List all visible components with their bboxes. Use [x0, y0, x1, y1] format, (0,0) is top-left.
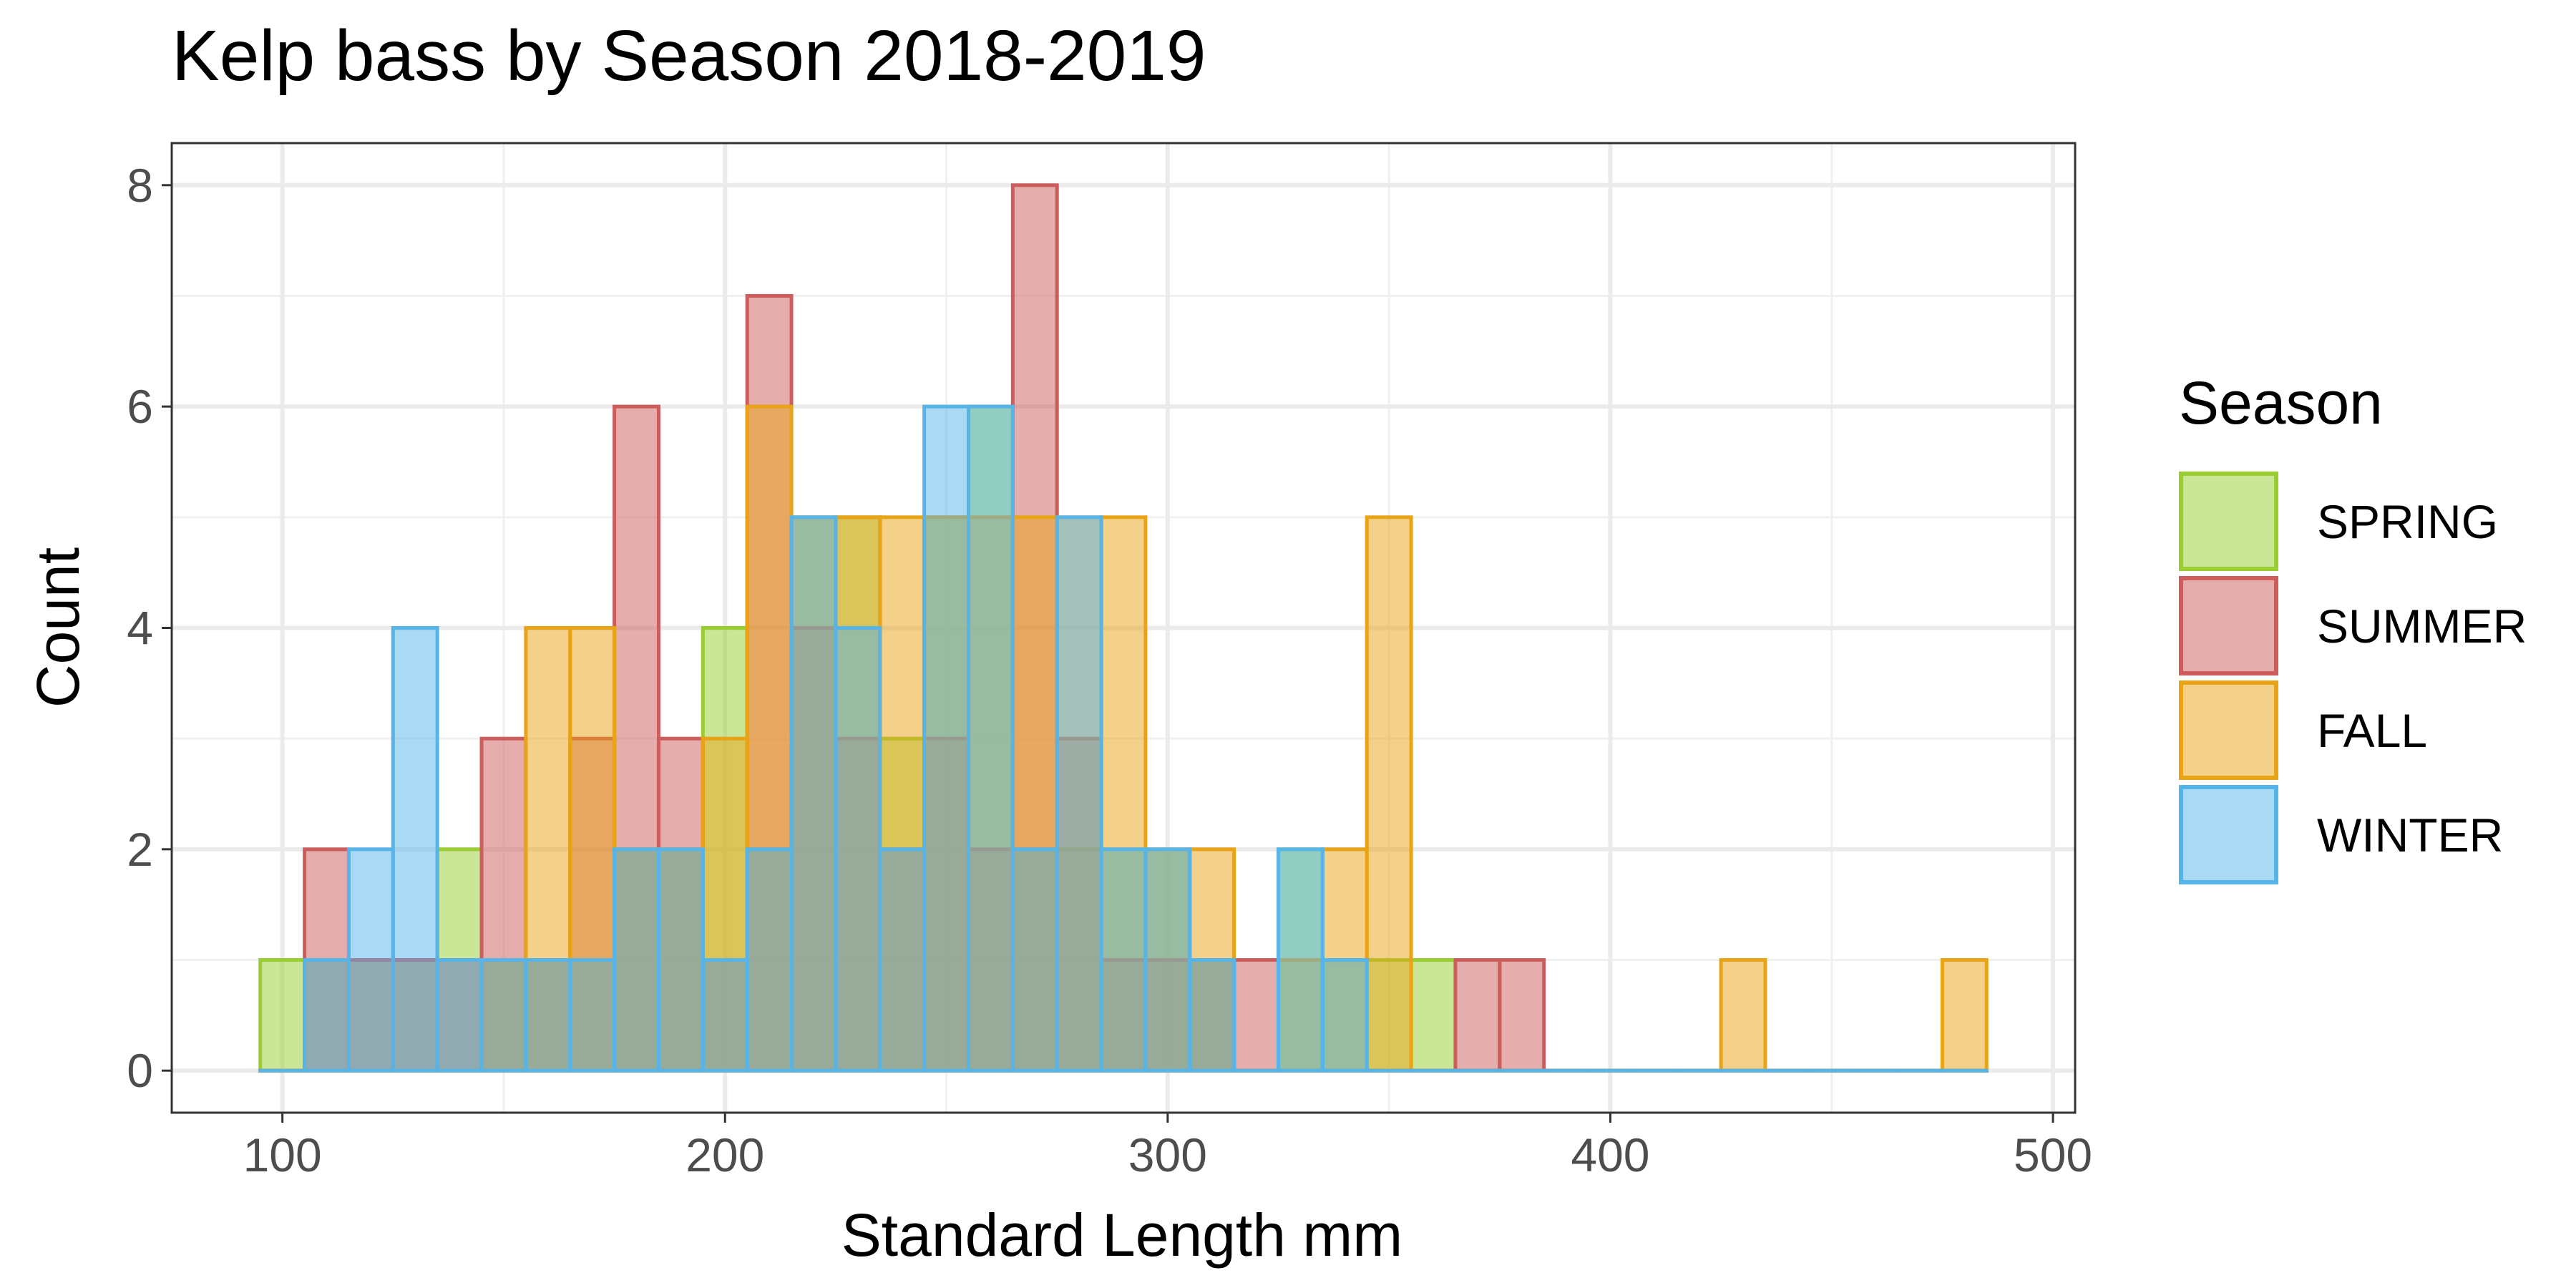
series-winter [258, 404, 1989, 1073]
bar-winter [1188, 958, 1236, 1073]
bar-winter [834, 626, 882, 1073]
bar-winter [435, 958, 484, 1073]
legend-label-winter: WINTER [2317, 809, 2503, 862]
legend-label-fall: FALL [2317, 704, 2427, 757]
bar-winter [568, 958, 617, 1073]
legend: Season SPRING SUMMER FALL WINTER [2179, 369, 2527, 884]
bar-spring [258, 958, 307, 1073]
bar-winter [789, 515, 838, 1073]
y-axis-title: Count [24, 547, 92, 708]
y-tick-label: 2 [127, 823, 153, 876]
legend-label-summer: SUMMER [2317, 600, 2527, 653]
bar-winter [346, 847, 395, 1073]
x-axis: 100 200 300 400 500 [243, 1113, 2092, 1181]
bar-winter [1143, 847, 1192, 1073]
bar-spring [1409, 958, 1458, 1073]
x-tick-label: 400 [1571, 1128, 1649, 1181]
bar-winter [922, 404, 970, 1073]
bar-winter [391, 626, 439, 1073]
bar-winter [1010, 847, 1059, 1073]
x-tick-label: 100 [243, 1128, 322, 1181]
bar-winter [303, 958, 351, 1073]
y-tick-label: 4 [127, 602, 153, 655]
bar-winter [745, 847, 794, 1073]
chart-title: Kelp bass by Season 2018-2019 [172, 16, 1206, 96]
legend-swatch-spring [2179, 472, 2278, 571]
y-tick-label: 8 [127, 159, 153, 212]
bar-fall [1940, 958, 1989, 1073]
bar-summer [1453, 958, 1502, 1073]
bar-winter [878, 847, 927, 1073]
y-axis: 0 2 4 6 8 [127, 159, 172, 1097]
bar-winter [524, 958, 572, 1073]
legend-swatch-winter [2179, 785, 2278, 884]
bar-summer [1232, 958, 1281, 1073]
bar-winter [1320, 958, 1369, 1073]
bar-winter [613, 847, 660, 1073]
bar-fall [1719, 958, 1767, 1073]
bar-winter [1277, 847, 1324, 1073]
x-axis-title: Standard Length mm [841, 1201, 1402, 1269]
x-tick-label: 200 [686, 1128, 764, 1181]
x-tick-label: 300 [1128, 1128, 1207, 1181]
bar-winter [1099, 847, 1148, 1073]
y-tick-label: 0 [127, 1044, 153, 1097]
x-tick-label: 500 [2014, 1128, 2092, 1181]
legend-title: Season [2179, 369, 2383, 436]
legend-swatch-fall [2179, 680, 2278, 780]
legend-swatch-summer [2179, 576, 2278, 675]
histogram-bars [258, 183, 1989, 1073]
bar-fall [1365, 515, 1413, 1073]
bar-winter [479, 958, 528, 1073]
bar-winter [1055, 515, 1103, 1073]
bar-summer [1498, 958, 1546, 1073]
bar-winter [656, 847, 705, 1073]
bar-winter [701, 958, 749, 1073]
y-tick-label: 6 [127, 380, 153, 433]
bar-winter [966, 404, 1015, 1073]
legend-label-spring: SPRING [2317, 495, 2498, 548]
